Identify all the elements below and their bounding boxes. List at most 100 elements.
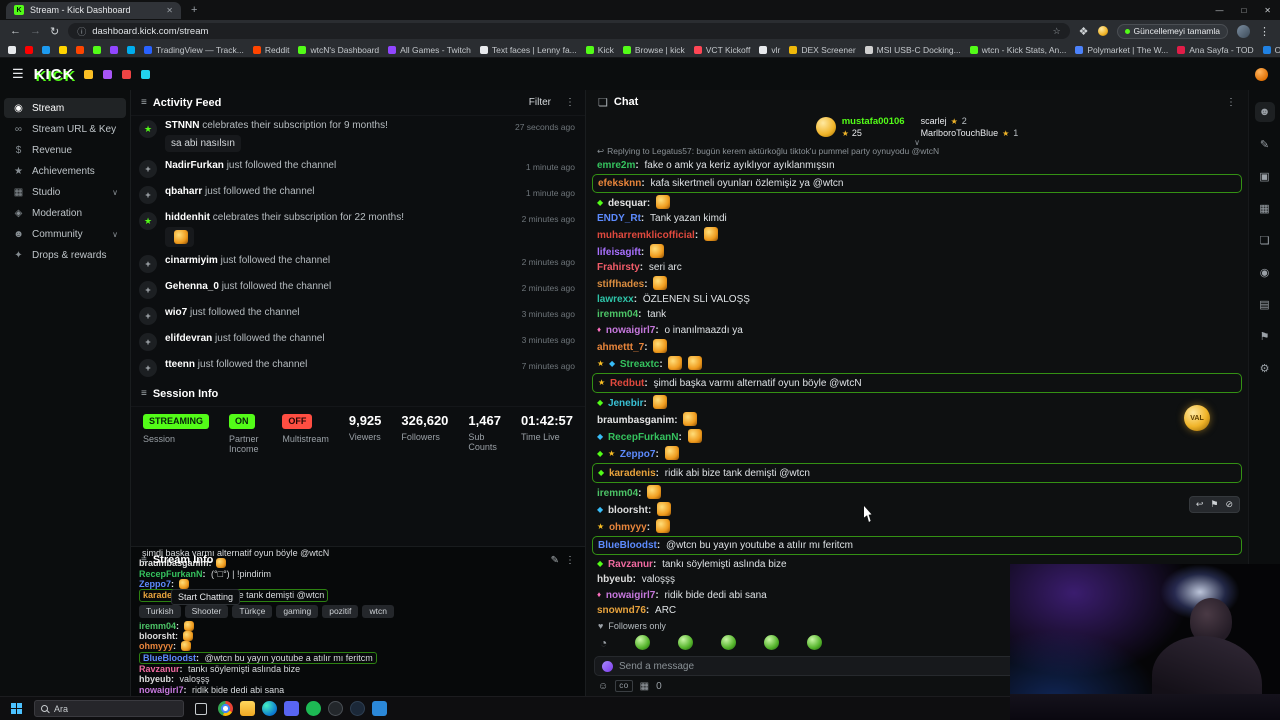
event-username[interactable]: NadirFurkan (165, 160, 224, 171)
sidebar-item-community[interactable]: ☻ Community ∨ (4, 224, 126, 244)
quick-emote[interactable] (807, 635, 823, 650)
event-username[interactable]: cinarmiyim (165, 255, 218, 266)
site-info-icon[interactable]: ⓘ (77, 26, 87, 37)
start-button[interactable] (11, 703, 22, 714)
bookmark-item[interactable]: Browse | kick (622, 45, 685, 55)
taskbar-explorer-icon[interactable] (240, 701, 255, 716)
chat-message[interactable]: hbyeub valoşşş (592, 572, 1242, 587)
topbar-event-icon[interactable] (122, 69, 132, 79)
sidebar-item-stream[interactable]: ◉ Stream (4, 98, 126, 118)
bookmark-item[interactable]: Kick (585, 45, 614, 55)
chat-message[interactable]: ◆ ★ Zeppo7 (592, 445, 1242, 462)
chat-message[interactable]: ♦ nowaigirl7 o inanılmaazdı ya (592, 322, 1242, 338)
chat-message[interactable]: ahmettt_7 (592, 338, 1242, 355)
chat-message[interactable]: lawrexx ÖZLENEN SLİ VALOŞŞ (592, 292, 1242, 307)
rail-user-icon[interactable]: ☻ (1254, 102, 1275, 122)
chat-username[interactable]: BlueBloodst (598, 540, 660, 551)
extension-coin-icon[interactable] (1097, 26, 1108, 36)
bookmark-item[interactable]: All Games - Twitch (388, 45, 471, 55)
rail-record-icon[interactable]: ◉ (1259, 266, 1270, 279)
chat-username[interactable]: Streaxtc (620, 359, 663, 370)
chat-message[interactable]: lifeisagift (592, 243, 1242, 260)
taskbar-spotify-icon[interactable] (306, 701, 321, 716)
taskbar-discord-icon[interactable] (284, 701, 299, 716)
taskbar-obs-icon[interactable] (328, 701, 343, 716)
taskbar-steam-icon[interactable] (350, 701, 365, 716)
rail-settings-icon[interactable]: ⚙ (1259, 362, 1270, 375)
chat-username[interactable]: Ravzanur (608, 559, 656, 570)
recent-emotes-icon[interactable]: ◔ (600, 635, 608, 650)
chat-message[interactable]: ↩ Replying to Legatus57: bugün kerem akt… (592, 147, 1242, 173)
rail-pin-icon[interactable]: ⚑ (1259, 330, 1270, 343)
bookmark-item[interactable]: vlr (759, 45, 780, 55)
chat-username[interactable]: nowaigirl7 (606, 590, 659, 601)
sidebar-item-achievements[interactable]: ★ Achievements (4, 161, 126, 181)
taskbar-search[interactable]: Ara (34, 700, 184, 717)
bookmark-item[interactable]: wtcN's Dashboard (298, 45, 379, 55)
window-close-button[interactable]: ✕ (1264, 5, 1271, 15)
chat-username[interactable]: bloorsht (608, 505, 651, 516)
bookmark-favicon[interactable] (76, 45, 84, 54)
start-chatting-tooltip[interactable]: Start Chatting (171, 589, 241, 605)
quick-emote[interactable] (635, 635, 651, 650)
stream-info-menu-button[interactable]: ⋮ (565, 554, 575, 566)
chat-message[interactable]: ENDY_Rt Tank yazan kimdi (592, 211, 1242, 226)
window-maximize-button[interactable]: □ (1241, 5, 1247, 15)
quick-emote[interactable] (764, 635, 780, 650)
quick-emote[interactable] (678, 635, 694, 650)
rail-display-icon[interactable]: ▣ (1259, 170, 1270, 183)
update-chrome-button[interactable]: Güncellemeyi tamamla (1116, 23, 1228, 39)
pin-button[interactable]: ⚑ (1210, 499, 1219, 509)
emote-picker-icon[interactable]: ☺ (598, 680, 609, 692)
bookmark-favicon[interactable] (59, 45, 67, 54)
bookmark-favicon[interactable] (25, 45, 33, 54)
sidebar-item-drops-rewards[interactable]: ✦ Drops & rewards (4, 245, 126, 265)
chat-username[interactable]: stiffhades (597, 279, 648, 290)
chat-username[interactable]: muharremklicofficial (597, 230, 698, 241)
event-username[interactable]: elifdevran (165, 333, 213, 344)
chat-username[interactable]: nowaigirl7 (606, 325, 659, 336)
message-input[interactable] (619, 660, 1232, 672)
taskbar-chrome-icon[interactable] (218, 701, 233, 716)
chatters-icon[interactable]: ▦ (639, 680, 650, 692)
chat-message[interactable]: ◆ Ravzanur tankı söylemişti aslında bize (592, 556, 1242, 572)
bookmark-favicon[interactable] (8, 45, 16, 54)
event-username[interactable]: wio7 (165, 307, 188, 318)
sidebar-item-stream-url-key[interactable]: ∞ Stream URL & Key (4, 119, 126, 139)
chat-message[interactable]: ◆ RecepFurkanN (592, 428, 1242, 445)
chat-message[interactable]: braumbasganim (592, 411, 1242, 428)
chat-username[interactable]: hbyeub (597, 574, 636, 585)
sidebar-item-moderation[interactable]: ◈ Moderation (4, 203, 126, 223)
rail-grid-icon[interactable]: ▦ (1259, 202, 1270, 215)
chat-message[interactable]: ◆ Jenebir (592, 394, 1242, 411)
chat-message[interactable]: Frahirsty seri arc (592, 260, 1242, 275)
quick-emote[interactable] (721, 635, 737, 650)
topbar-event-icon[interactable] (141, 69, 151, 79)
feed-menu-button[interactable]: ⋮ (565, 97, 575, 108)
chat-username[interactable]: ENDY_Rt (597, 213, 644, 224)
chat-username[interactable]: iremm04 (597, 309, 641, 320)
reward-coin[interactable]: VAL (1184, 405, 1210, 431)
kick-logo[interactable]: KICK (33, 65, 75, 83)
chat-username[interactable]: Zeppo7 (620, 449, 659, 460)
task-view-icon[interactable] (195, 702, 207, 715)
topbar-event-icon[interactable] (84, 69, 94, 79)
chat-message[interactable]: ★ ◆ Streaxtc (592, 355, 1242, 372)
edit-stream-info-button[interactable]: ✎ (550, 554, 559, 566)
profile-avatar[interactable] (1237, 24, 1250, 38)
bookmark-favicon[interactable] (110, 45, 118, 54)
chat-username[interactable]: lifeisagift (597, 247, 644, 258)
browser-tab[interactable]: K Stream - Kick Dashboard ✕ (6, 1, 181, 19)
event-username[interactable]: STNNN (165, 120, 200, 131)
event-username[interactable]: hiddenhit (165, 212, 210, 223)
chat-message[interactable]: iremm04 (592, 484, 1242, 501)
window-minimize-button[interactable]: — (1215, 5, 1224, 15)
bookmark-item[interactable]: Reddit (252, 45, 289, 55)
bookmark-item[interactable]: Text faces | Lenny fa... (479, 45, 577, 55)
bookmark-item[interactable]: Ana Sayfa - TOD (1177, 45, 1254, 55)
chat-message[interactable]: ♦ nowaigirl7 ridik bide dedi abi sana (592, 587, 1242, 603)
delete-button[interactable]: ⊘ (1225, 499, 1233, 509)
chat-message[interactable]: ★ ohmyyy (592, 518, 1242, 535)
bookmark-item[interactable]: MSI USB-C Docking... (864, 45, 961, 55)
rail-clipboard-icon[interactable]: ▤ (1259, 298, 1270, 311)
